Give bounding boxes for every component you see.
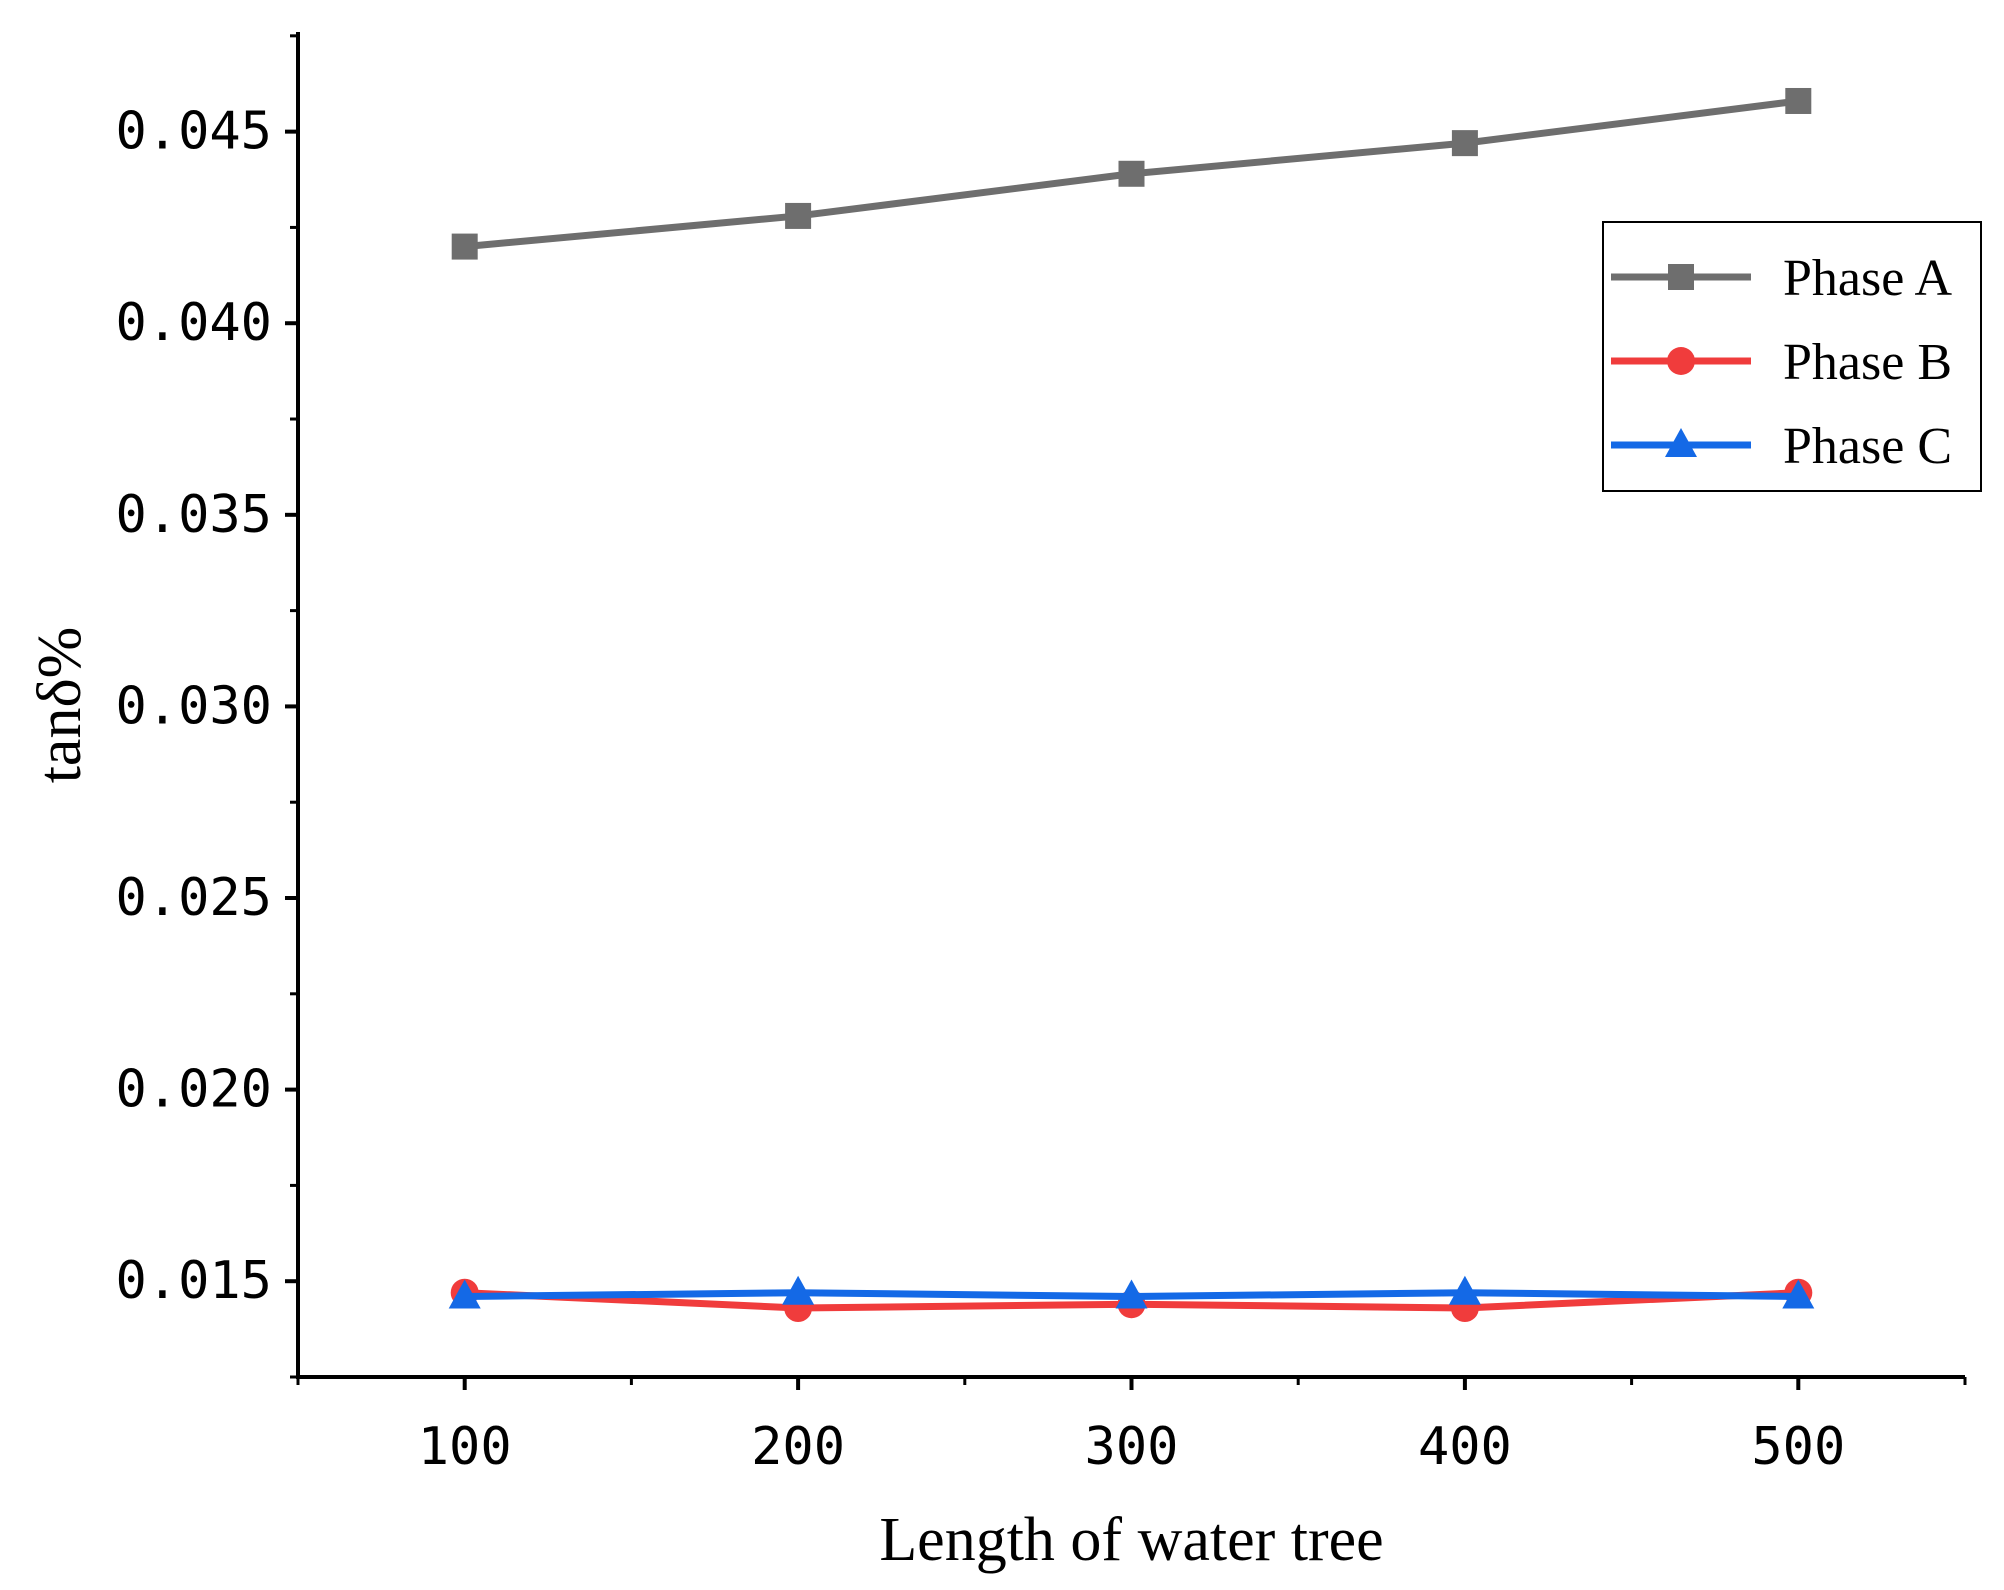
y-tick-label: 0.045 [115,102,272,162]
y-axis-ticks: 0.015 0.020 0.025 0.030 0.035 0.040 0.045 [115,34,298,1379]
y-tick-label: 0.030 [115,676,272,736]
x-axis-title: Length of water tree [879,1506,1383,1574]
legend-marker [1665,428,1697,457]
y-tick-label: 0.020 [115,1060,272,1120]
x-tick-label: 400 [1418,1417,1512,1477]
data-point [785,202,812,229]
data-point [782,1275,815,1305]
series-phase-c [448,1275,1815,1309]
legend-label: Phase C [1783,418,1952,475]
legend-item: Phase B [1611,334,1952,391]
legend-marker [1667,347,1695,375]
data-point [451,233,478,260]
series-phase-a [451,87,1812,260]
x-axis-ticks: 100 200 300 400 500 [296,1377,1967,1477]
y-tick-label: 0.040 [115,293,272,353]
legend-item: Phase C [1611,418,1952,475]
x-tick-label: 200 [751,1417,845,1477]
y-tick-label: 0.035 [115,485,272,545]
legend-label: Phase A [1783,250,1952,307]
y-tick-label: 0.025 [115,868,272,928]
data-point [1118,160,1145,187]
legend-label: Phase B [1783,334,1952,391]
x-tick-label: 300 [1085,1417,1179,1477]
data-point [1115,1279,1148,1309]
data-point [448,1279,481,1309]
series-layer [448,87,1815,1323]
x-tick-label: 500 [1751,1417,1845,1477]
y-axis-title: tanδ% [26,627,94,784]
data-point [1782,1279,1815,1309]
data-point [1448,1275,1481,1305]
data-point [1451,130,1478,157]
legend: Phase A Phase B Phase C [1602,221,1982,492]
y-tick-label: 0.015 [115,1251,272,1311]
legend-marker [1668,264,1694,290]
legend-item: Phase A [1611,250,1952,307]
data-point [1785,87,1812,114]
x-tick-label: 100 [418,1417,512,1477]
